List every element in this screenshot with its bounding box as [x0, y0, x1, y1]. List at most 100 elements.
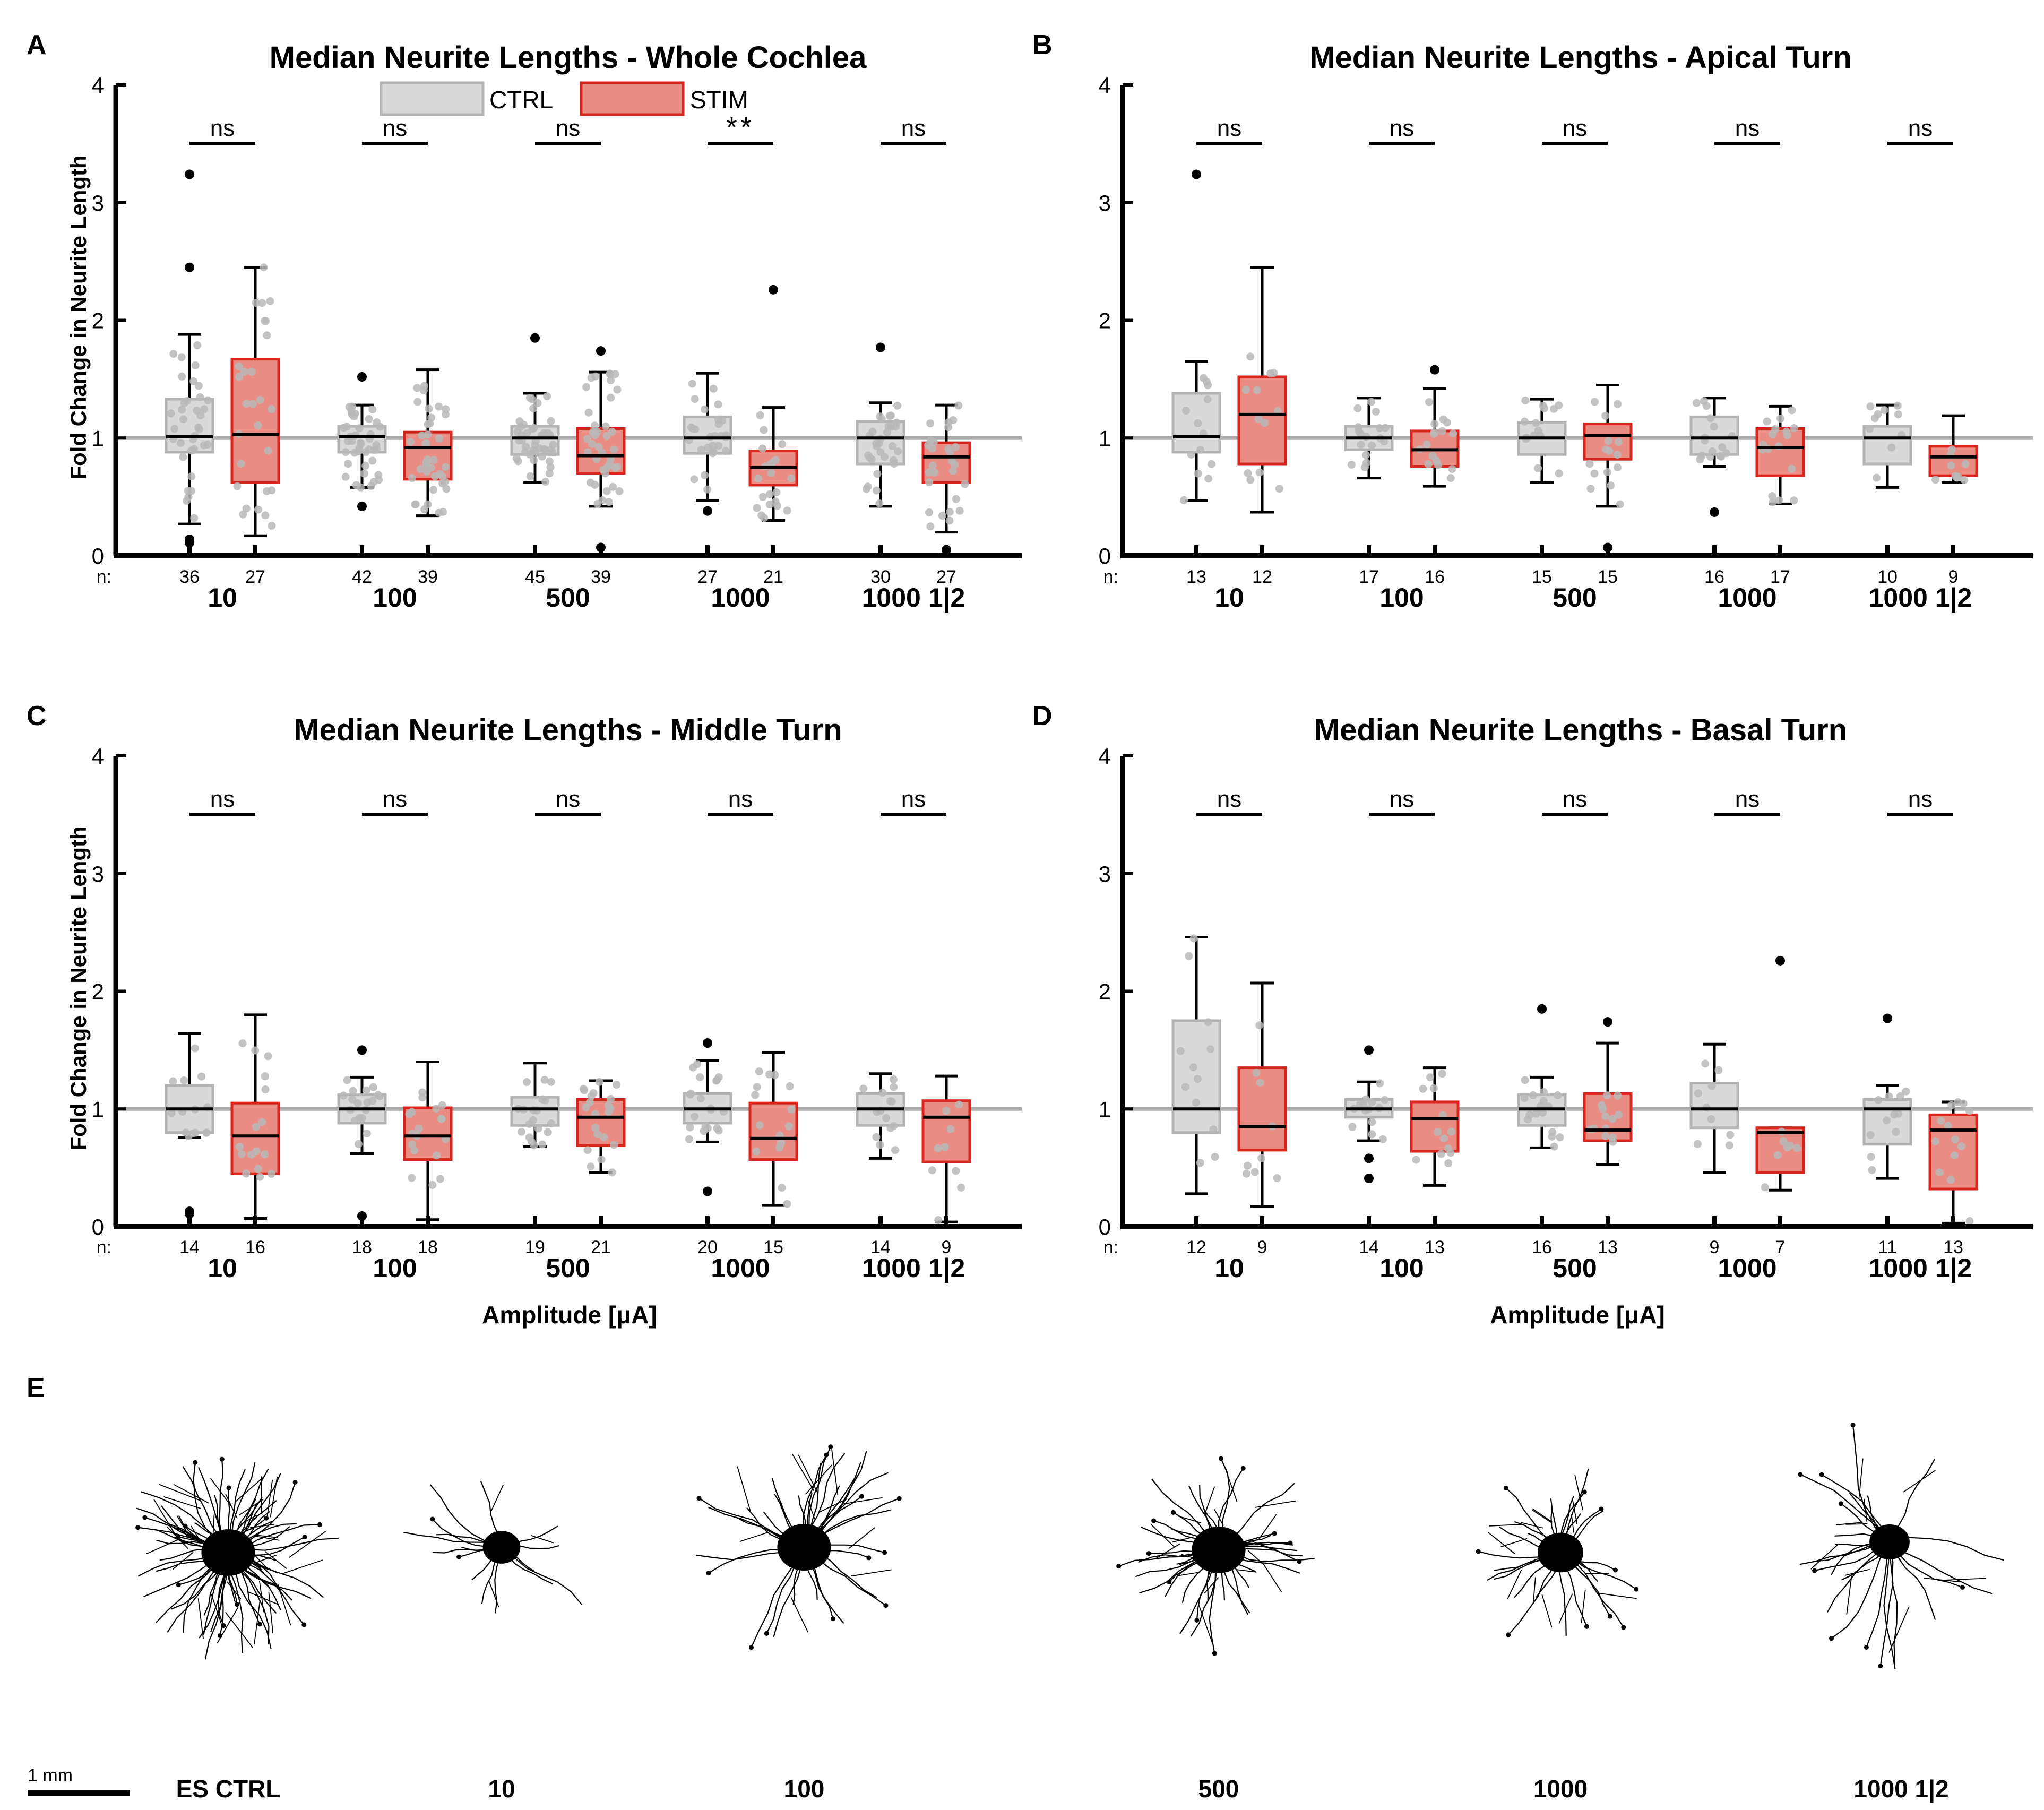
data-point — [863, 485, 871, 493]
neurite-branch — [488, 1581, 499, 1607]
data-point — [194, 382, 203, 390]
neuron-tracings — [135, 1423, 2004, 1669]
data-point — [1931, 1137, 1939, 1145]
data-point — [1779, 1137, 1788, 1145]
data-point — [607, 1094, 615, 1103]
neurite — [1799, 1473, 1891, 1543]
data-point — [1255, 1021, 1264, 1030]
data-point — [1773, 1151, 1782, 1159]
neurite-branch — [254, 1555, 269, 1570]
n-label: 13 — [1425, 1237, 1445, 1257]
data-point — [1362, 451, 1370, 459]
data-point — [252, 1123, 261, 1131]
data-point — [345, 403, 353, 411]
data-point — [944, 445, 953, 453]
data-point — [254, 505, 262, 514]
data-point — [926, 522, 935, 531]
data-point — [752, 1147, 761, 1156]
iqr-box — [230, 1101, 280, 1175]
data-point — [355, 424, 364, 433]
data-point — [194, 423, 203, 432]
data-point — [584, 408, 593, 417]
n-label: 21 — [591, 1237, 611, 1257]
data-point — [1707, 1115, 1715, 1123]
growth-cone — [764, 1631, 769, 1636]
n-label: 13 — [1186, 567, 1206, 587]
data-point — [261, 1072, 269, 1081]
growth-cone — [301, 1622, 307, 1627]
stim-box: 16 — [230, 1013, 280, 1257]
data-point — [424, 430, 432, 439]
data-point — [755, 1121, 764, 1130]
data-point — [418, 1088, 427, 1097]
data-point — [602, 432, 611, 440]
data-point — [514, 457, 522, 466]
data-point — [538, 452, 546, 461]
data-point — [529, 404, 538, 412]
growth-cone — [1850, 1423, 1856, 1428]
data-point — [1185, 952, 1193, 960]
data-point — [613, 385, 622, 394]
data-point — [1961, 460, 1970, 468]
data-point — [1957, 1142, 1965, 1151]
data-point — [760, 426, 768, 434]
n-label: 39 — [418, 567, 438, 587]
data-point — [418, 432, 426, 440]
n-label: 18 — [418, 1237, 438, 1257]
data-point — [267, 1170, 275, 1178]
data-point — [260, 263, 268, 272]
data-point — [1605, 447, 1614, 455]
data-point — [522, 1078, 531, 1087]
data-point — [594, 443, 603, 451]
y-tick-label: 2 — [92, 979, 104, 1004]
chart-title: Median Neurite Lengths - Basal Turn — [1314, 713, 1847, 747]
data-point — [1367, 398, 1376, 406]
neurite-branch — [1150, 1523, 1175, 1547]
data-point — [686, 1123, 694, 1132]
growth-cone — [1171, 1510, 1176, 1515]
data-point — [176, 439, 185, 447]
data-point — [760, 514, 769, 522]
legend-stim-label: STIM — [690, 86, 748, 114]
neurite-branch — [1236, 1569, 1257, 1573]
y-tick-label: 2 — [92, 308, 104, 333]
data-point — [235, 362, 243, 370]
growth-cone — [1297, 1559, 1302, 1564]
n-label: 13 — [1943, 1237, 1963, 1257]
n-label: 9 — [1710, 1237, 1720, 1257]
chart-title: Median Neurite Lengths - Middle Turn — [294, 713, 842, 747]
neurite-branch — [1903, 1470, 1936, 1493]
data-point — [925, 478, 933, 487]
data-point — [1788, 406, 1796, 415]
data-point — [169, 350, 178, 358]
data-point — [1902, 1087, 1910, 1096]
data-point — [177, 353, 186, 361]
data-point — [928, 444, 936, 453]
growth-cone — [1864, 1644, 1869, 1650]
outlier-point — [1192, 169, 1201, 179]
n-prefix: n: — [97, 567, 111, 587]
group-label: 10 — [208, 583, 237, 613]
data-point — [1347, 460, 1356, 469]
group-label: 1000 — [711, 1253, 770, 1283]
data-point — [1954, 472, 1962, 481]
data-point — [349, 1087, 357, 1095]
stim-box: 13 — [1928, 1098, 1978, 1257]
neuron-soma — [1869, 1524, 1910, 1559]
neurite-branch — [259, 1580, 264, 1613]
data-point — [541, 478, 550, 486]
data-point — [1601, 1132, 1610, 1141]
neuron-2 — [695, 1444, 902, 1650]
data-point — [428, 1181, 437, 1190]
data-point — [1937, 1117, 1945, 1125]
data-point — [372, 441, 381, 450]
data-point — [202, 1128, 211, 1137]
data-point — [538, 1140, 547, 1149]
panel-letter: D — [1032, 701, 1053, 731]
stim-box: 7 — [1755, 955, 1805, 1257]
data-point — [703, 444, 712, 452]
significance-label: ns — [1908, 115, 1933, 141]
neurite-branch — [261, 1476, 262, 1514]
data-point — [350, 449, 359, 457]
